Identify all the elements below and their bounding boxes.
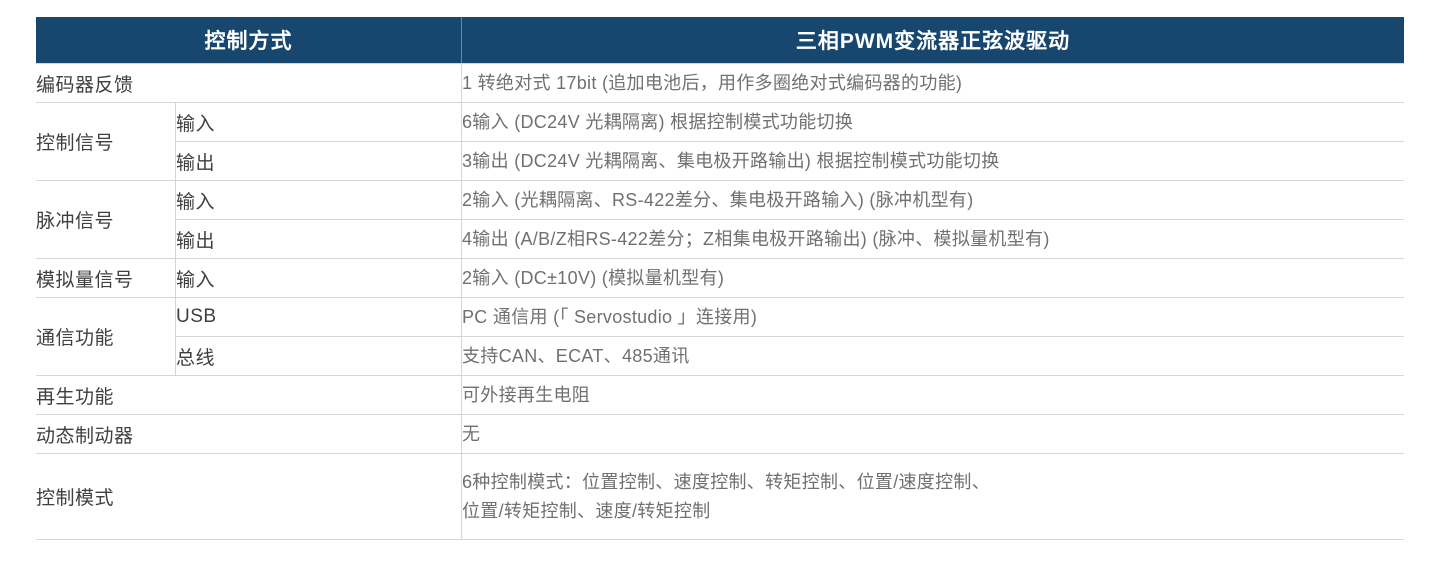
row-value-cell: 2输入 (DC±10V) (模拟量机型有) [461,258,1404,297]
row-label-cell: 脉冲信号 [36,180,175,258]
row-label-cell: 模拟量信号 [36,258,175,297]
table-row-pulse-signal-input: 脉冲信号 输入 2输入 (光耦隔离、RS-422差分、集电极开路输入) (脉冲机… [36,180,1404,258]
row-value-cell: PC 通信用 (「 Servostudio 」连接用) [461,297,1404,336]
row-label-cell: 编码器反馈 [36,63,461,102]
row-value-cell: 支持CAN、ECAT、485通讯 [461,336,1404,375]
row-value-cell: 可外接再生电阻 [461,375,1404,414]
header-col-drive-type: 三相PWM变流器正弦波驱动 [461,17,1404,63]
row-sub-cell: 总线 [175,336,461,375]
table-row-encoder-feedback: 编码器反馈 1 转绝对式 17bit (追加电池后，用作多圈绝对式编码器的功能) [36,63,1404,102]
row-label-cell: 动态制动器 [36,414,461,453]
row-sub-cell: USB [175,297,461,336]
row-value-cell: 无 [461,414,1404,453]
row-value-cell: 4输出 (A/B/Z相RS-422差分；Z相集电极开路输出) (脉冲、模拟量机型… [461,219,1404,258]
table-row-communication-bus: 总线 支持CAN、ECAT、485通讯 [36,336,1404,375]
row-value-cell: 1 转绝对式 17bit (追加电池后，用作多圈绝对式编码器的功能) [461,63,1404,102]
row-sub-cell: 输出 [175,219,461,258]
row-label-cell: 再生功能 [36,375,461,414]
row-value-cell: 2输入 (光耦隔离、RS-422差分、集电极开路输入) (脉冲机型有) [461,180,1404,219]
table-row-dynamic-brake: 动态制动器 无 [36,414,1404,453]
row-label-cell: 控制模式 [36,453,461,540]
table-row-analog-signal-input: 模拟量信号 输入 2输入 (DC±10V) (模拟量机型有) [36,258,1404,297]
row-label-cell: 控制信号 [36,102,175,180]
table-row-control-signal-output: 输出 3输出 (DC24V 光耦隔离、集电极开路输出) 根据控制模式功能切换 [36,141,1404,180]
header-col-control-method: 控制方式 [36,17,461,63]
header-row: 控制方式 三相PWM变流器正弦波驱动 [36,17,1404,63]
table-row-pulse-signal-output: 输出 4输出 (A/B/Z相RS-422差分；Z相集电极开路输出) (脉冲、模拟… [36,219,1404,258]
table-row-control-modes: 控制模式 6种控制模式：位置控制、速度控制、转矩控制、位置/速度控制、 位置/转… [36,453,1404,540]
row-value-cell: 6种控制模式：位置控制、速度控制、转矩控制、位置/速度控制、 位置/转矩控制、速… [461,453,1404,540]
table-row-regeneration: 再生功能 可外接再生电阻 [36,375,1404,414]
row-value-cell: 6输入 (DC24V 光耦隔离) 根据控制模式功能切换 [461,102,1404,141]
row-sub-cell: 输入 [175,102,461,141]
spec-table: 控制方式 三相PWM变流器正弦波驱动 编码器反馈 1 转绝对式 17bit (追… [36,17,1404,540]
spec-table-container: 控制方式 三相PWM变流器正弦波驱动 编码器反馈 1 转绝对式 17bit (追… [36,17,1404,540]
row-sub-cell: 输入 [175,180,461,219]
row-value-cell: 3输出 (DC24V 光耦隔离、集电极开路输出) 根据控制模式功能切换 [461,141,1404,180]
table-row-control-signal-input: 控制信号 输入 6输入 (DC24V 光耦隔离) 根据控制模式功能切换 [36,102,1404,180]
table-row-communication-usb: 通信功能 USB PC 通信用 (「 Servostudio 」连接用) [36,297,1404,375]
row-sub-cell: 输出 [175,141,461,180]
row-label-cell: 通信功能 [36,297,175,375]
row-sub-cell: 输入 [175,258,461,297]
